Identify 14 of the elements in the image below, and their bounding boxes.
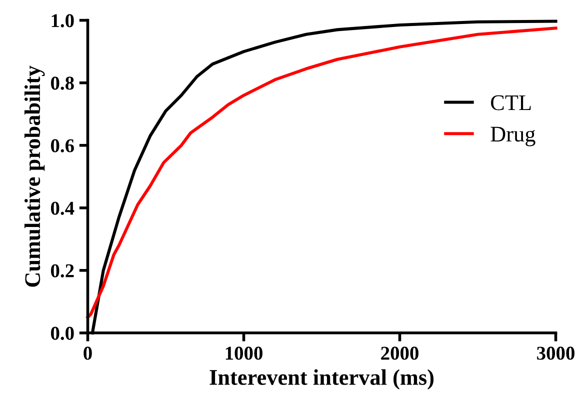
y-tick-label: 0.0 (50, 326, 74, 340)
x-tick-label: 0 (84, 346, 92, 360)
x-tick-label: 2000 (381, 346, 418, 360)
y-tick-label: 0.6 (50, 139, 74, 152)
legend-label: CTL (490, 95, 531, 110)
y-axis-title: Cumulative probability (24, 66, 45, 287)
legend-label: Drug (490, 126, 536, 146)
x-axis-title: Interevent interval (ms) (210, 369, 434, 390)
x-tick-label: 3000 (537, 346, 574, 360)
y-tick-label: 0.2 (50, 264, 74, 278)
y-tick-label: 1.0 (52, 14, 74, 28)
y-tick-label: 0.8 (50, 76, 74, 90)
x-tick-label: 1000 (226, 346, 262, 360)
y-tick-label: 0.4 (50, 202, 74, 215)
